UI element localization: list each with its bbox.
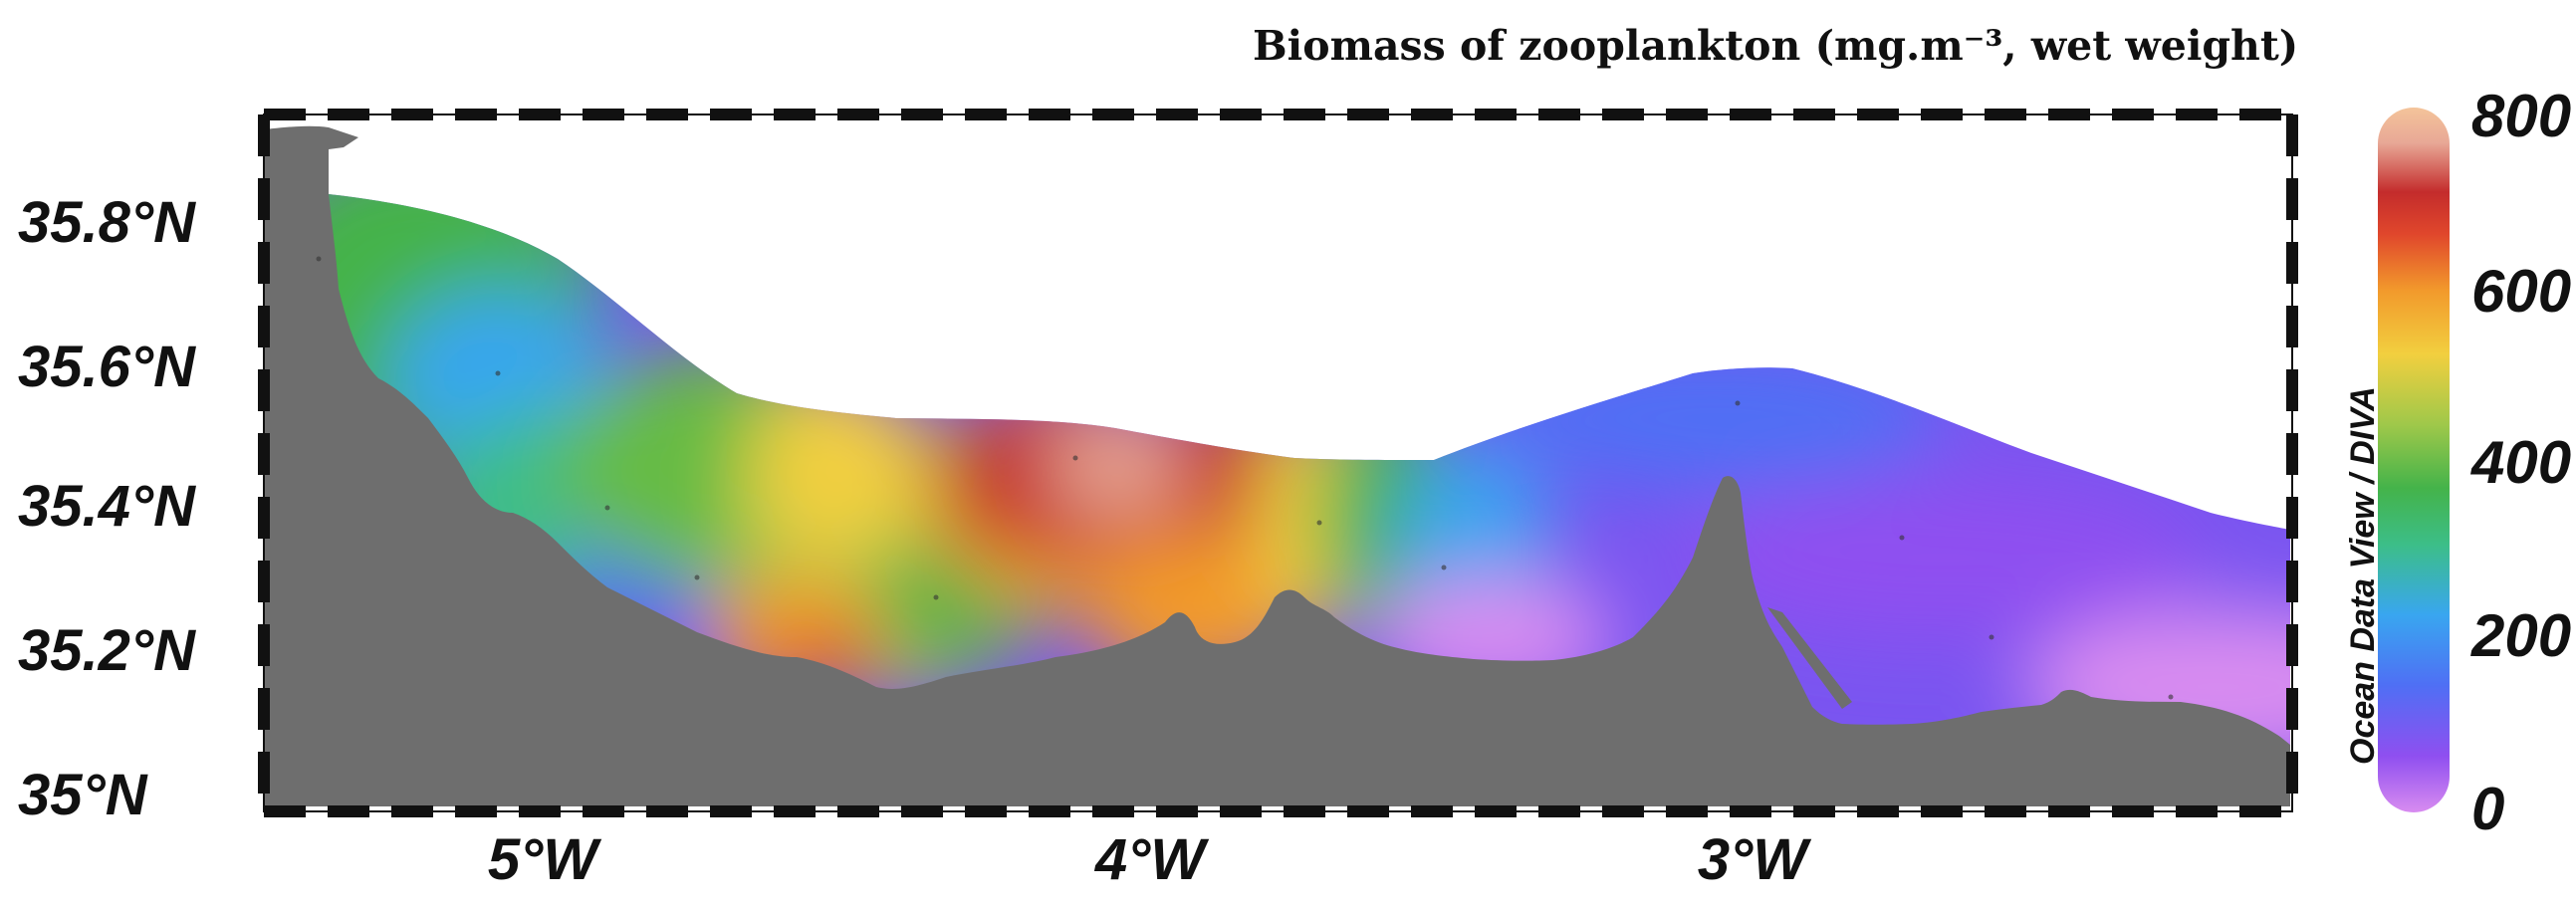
colorbar-label-0: 0 bbox=[2471, 776, 2505, 842]
lon-label-5w: 5°W bbox=[487, 827, 598, 892]
lat-label-35-6: 35.6°N bbox=[18, 335, 195, 399]
colorbar-label-600: 600 bbox=[2471, 258, 2572, 325]
lat-label-35-8: 35.8°N bbox=[18, 190, 195, 255]
lat-label-35-4: 35.4°N bbox=[18, 474, 195, 539]
coastal-spit bbox=[1767, 607, 1852, 709]
land-mass bbox=[264, 125, 2290, 806]
colorbar-label-200: 200 bbox=[2471, 602, 2572, 669]
map-title: Biomass of zooplankton (mg.m⁻³, wet weig… bbox=[1253, 22, 2299, 70]
colorbar bbox=[2378, 108, 2450, 812]
odv-credit: Ocean Data View / DIVA bbox=[2344, 386, 2382, 765]
lon-label-3w: 3°W bbox=[1697, 827, 1808, 892]
map-frame bbox=[258, 109, 2298, 817]
colorbar-label-400: 400 bbox=[2471, 429, 2572, 496]
lat-label-35-2: 35.2°N bbox=[18, 618, 195, 683]
colorbar-label-800: 800 bbox=[2471, 83, 2572, 149]
lat-label-35: 35°N bbox=[18, 763, 147, 827]
lon-label-4w: 4°W bbox=[1094, 827, 1206, 892]
station-markers bbox=[316, 256, 2174, 700]
